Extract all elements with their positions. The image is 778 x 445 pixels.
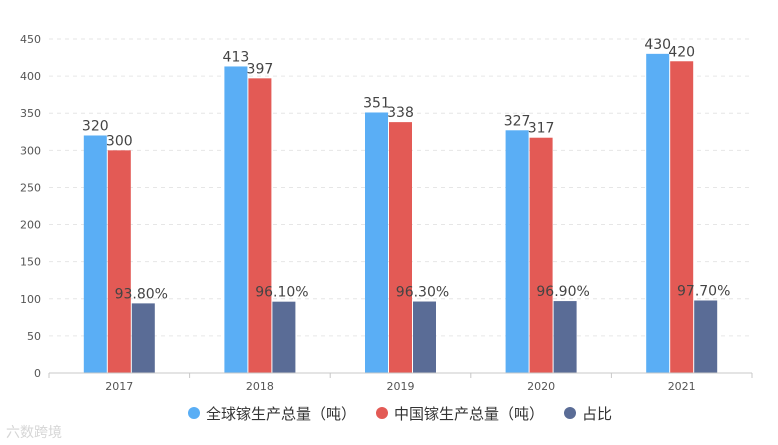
legend-label: 中国镓生产总量（吨） [394, 405, 544, 423]
bar [365, 112, 388, 373]
bar [694, 300, 718, 373]
data-label: 96.30% [396, 285, 449, 301]
y-tick-label: 250 [20, 181, 41, 194]
legend[interactable]: 全球镓生产总量（吨） 中国镓生产总量（吨） 占比 [188, 405, 612, 423]
y-tick-label: 300 [20, 144, 41, 157]
data-label: 320 [82, 118, 109, 134]
legend-marker [376, 407, 388, 419]
data-label: 413 [223, 49, 250, 65]
legend-item[interactable]: 占比 [564, 405, 612, 423]
data-label: 317 [528, 121, 555, 137]
bar [248, 78, 272, 374]
data-label: 338 [387, 105, 414, 121]
bar [131, 303, 155, 373]
x-axis: 2017 2018 2019 2020 2021 [48, 372, 753, 393]
x-tick-label: 2019 [387, 380, 415, 393]
legend-item[interactable]: 全球镓生产总量（吨） [188, 405, 356, 423]
data-label: 97.70% [677, 283, 730, 299]
data-label: 96.10% [255, 285, 308, 301]
bar [413, 301, 436, 373]
data-label: 93.80% [115, 286, 168, 302]
bar [83, 135, 107, 373]
bar [505, 130, 529, 373]
bars [83, 53, 718, 374]
y-tick-label: 350 [20, 107, 41, 120]
bar [670, 61, 694, 374]
bar [224, 66, 248, 373]
bar [389, 122, 412, 373]
legend-marker [564, 407, 576, 419]
y-tick-label: 400 [20, 70, 41, 83]
x-tick-label: 2021 [668, 380, 696, 393]
data-label: 300 [106, 133, 133, 149]
data-label: 420 [668, 44, 695, 60]
y-tick-label: 200 [20, 219, 41, 232]
y-tick-label: 450 [20, 33, 41, 46]
data-label: 327 [504, 113, 531, 129]
y-tick-label: 150 [20, 256, 41, 269]
legend-label: 占比 [582, 405, 612, 423]
legend-label: 全球镓生产总量（吨） [206, 405, 356, 423]
data-label: 430 [644, 37, 671, 53]
y-axis: 0 50 100 150 200 250 300 350 400 450 [20, 33, 41, 380]
y-tick-label: 50 [27, 330, 41, 343]
y-tick-label: 0 [34, 367, 41, 380]
x-tick-label: 2018 [246, 380, 274, 393]
bar [107, 150, 131, 373]
legend-marker [188, 407, 200, 419]
x-tick-label: 2020 [527, 380, 555, 393]
legend-item[interactable]: 中国镓生产总量（吨） [376, 405, 544, 423]
data-label: 397 [247, 61, 274, 77]
watermark: 六数跨境 [6, 425, 62, 441]
bar [646, 53, 670, 373]
x-tick-label: 2017 [105, 380, 133, 393]
bar [529, 137, 553, 373]
y-tick-label: 100 [20, 293, 41, 306]
bar [272, 301, 296, 373]
bar [553, 301, 577, 373]
grid [49, 38, 752, 337]
data-label: 351 [363, 95, 390, 111]
data-label: 96.90% [536, 284, 589, 300]
